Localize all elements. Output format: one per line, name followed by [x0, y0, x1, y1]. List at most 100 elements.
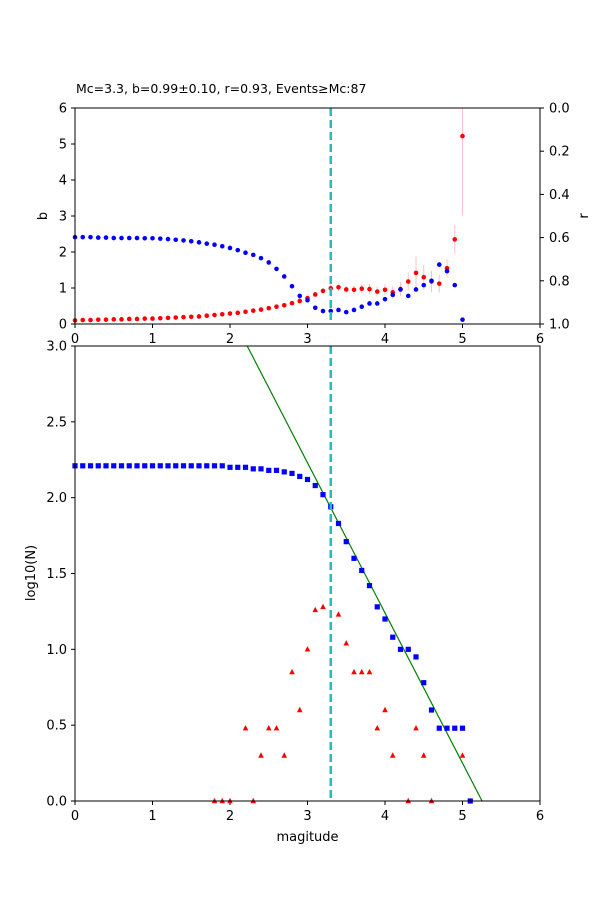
noncumulative-point — [358, 668, 365, 675]
r-value-point — [235, 247, 241, 253]
top-y-tick-label: 1 — [59, 282, 67, 297]
b-value-point — [157, 315, 163, 321]
b-value-point — [235, 310, 241, 316]
top-y-tick-label: 5 — [59, 138, 67, 153]
bottom-x-tick-label: 0 — [71, 809, 79, 824]
cumulative-point — [335, 520, 342, 527]
r-value-point — [429, 278, 434, 284]
noncumulative-point — [289, 668, 295, 675]
r-value-point — [289, 283, 295, 289]
r-value-point — [212, 242, 217, 248]
noncumulative-point — [335, 611, 342, 617]
r-value-point — [382, 296, 388, 302]
r-value-point — [119, 235, 124, 241]
cumulative-point — [428, 707, 435, 713]
b-value-point — [212, 312, 217, 318]
r-value-point — [165, 236, 171, 242]
noncumulative-point — [265, 725, 272, 731]
top-right-axis-label: r — [577, 213, 592, 219]
top-right-tick-label: 0.6 — [549, 231, 570, 246]
r-value-point — [343, 309, 349, 315]
top-x-tick-label: 1 — [148, 332, 156, 347]
b-value-point — [95, 317, 101, 322]
top-x-tick-label: 6 — [536, 332, 544, 347]
cumulative-point — [258, 466, 264, 472]
top-y-axis-label: b — [36, 212, 51, 220]
bottom-y-tick-label: 1.0 — [46, 643, 67, 658]
r-value-point — [436, 262, 442, 267]
r-value-point — [219, 243, 225, 249]
bottom-x-tick-label: 1 — [148, 809, 156, 824]
r-value-point — [95, 235, 101, 240]
cumulative-point — [320, 492, 326, 498]
cumulative-point — [211, 463, 218, 469]
r-value-point — [374, 301, 380, 306]
b-value-point — [336, 284, 341, 290]
b-value-point — [320, 288, 326, 294]
r-value-point — [126, 235, 132, 241]
b-value-point — [274, 304, 279, 310]
cumulative-point — [157, 463, 163, 469]
r-value-point — [80, 234, 86, 240]
r-value-point — [460, 317, 465, 322]
b-value-point — [382, 287, 388, 293]
top-y-tick-label: 3 — [59, 210, 67, 225]
r-value-point — [305, 297, 310, 303]
r-value-point — [421, 282, 427, 288]
cumulative-point — [242, 464, 249, 470]
cumulative-point — [382, 616, 388, 622]
bottom-x-tick-label: 2 — [226, 809, 234, 824]
r-value-point — [196, 240, 202, 245]
cumulative-point — [250, 466, 256, 472]
cumulative-point — [304, 476, 311, 483]
b-value-point — [80, 317, 86, 323]
top-y-tick-label: 0 — [59, 318, 67, 333]
top-right-tick-label: 0.0 — [549, 102, 570, 117]
cumulative-point — [351, 555, 357, 561]
top-right-tick-label: 0.8 — [549, 274, 570, 289]
cumulative-point — [103, 463, 109, 469]
b-value-point — [165, 315, 171, 321]
cumulative-point — [188, 463, 194, 469]
b-value-point — [297, 298, 303, 304]
r-value-point — [359, 304, 365, 310]
b-value-point — [103, 317, 109, 322]
noncumulative-point — [351, 668, 357, 675]
b-value-point — [359, 286, 365, 292]
r-value-point — [444, 268, 450, 274]
noncumulative-point — [459, 752, 466, 758]
noncumulative-point — [273, 725, 280, 731]
r-value-point — [88, 234, 93, 240]
r-value-point — [250, 252, 256, 258]
top-y-tick-label: 6 — [59, 102, 67, 117]
bottom-x-axis-label: magitude — [276, 830, 338, 845]
top-y-tick-label: 4 — [59, 174, 67, 189]
bottom-x-tick-label: 3 — [303, 809, 311, 824]
b-value-point — [374, 289, 380, 294]
frequency-magnitude-chart: 0 1 2 3 4 5 6 0.0 0.5 1.0 1.5 2.0 2.5 3.0 magitude lo… — [24, 340, 544, 846]
bottom-y-tick-label: 2.5 — [46, 415, 67, 430]
r-value-point — [111, 235, 117, 241]
noncumulative-point — [366, 668, 373, 675]
r-value-point — [142, 235, 148, 241]
r-value-point — [258, 255, 264, 261]
r-value-point — [204, 241, 210, 246]
cumulative-point — [444, 725, 450, 731]
noncumulative-point — [389, 752, 396, 758]
b-value-point — [343, 287, 349, 292]
b-value-point — [119, 317, 124, 322]
cumulative-point — [142, 463, 148, 469]
b-value-point — [196, 314, 202, 319]
b-value-point — [188, 314, 194, 320]
b-value-point — [150, 316, 155, 321]
bottom-y-tick-label: 1.5 — [46, 567, 67, 582]
cumulative-point — [273, 467, 280, 473]
r-value-point — [243, 250, 248, 256]
cumulative-point — [126, 463, 132, 469]
noncumulative-point — [420, 752, 427, 758]
b-value-point — [88, 317, 93, 323]
r-value-point — [297, 293, 303, 299]
b-value-point — [281, 302, 287, 308]
b-value-point — [111, 317, 117, 322]
noncumulative-point — [312, 606, 319, 613]
